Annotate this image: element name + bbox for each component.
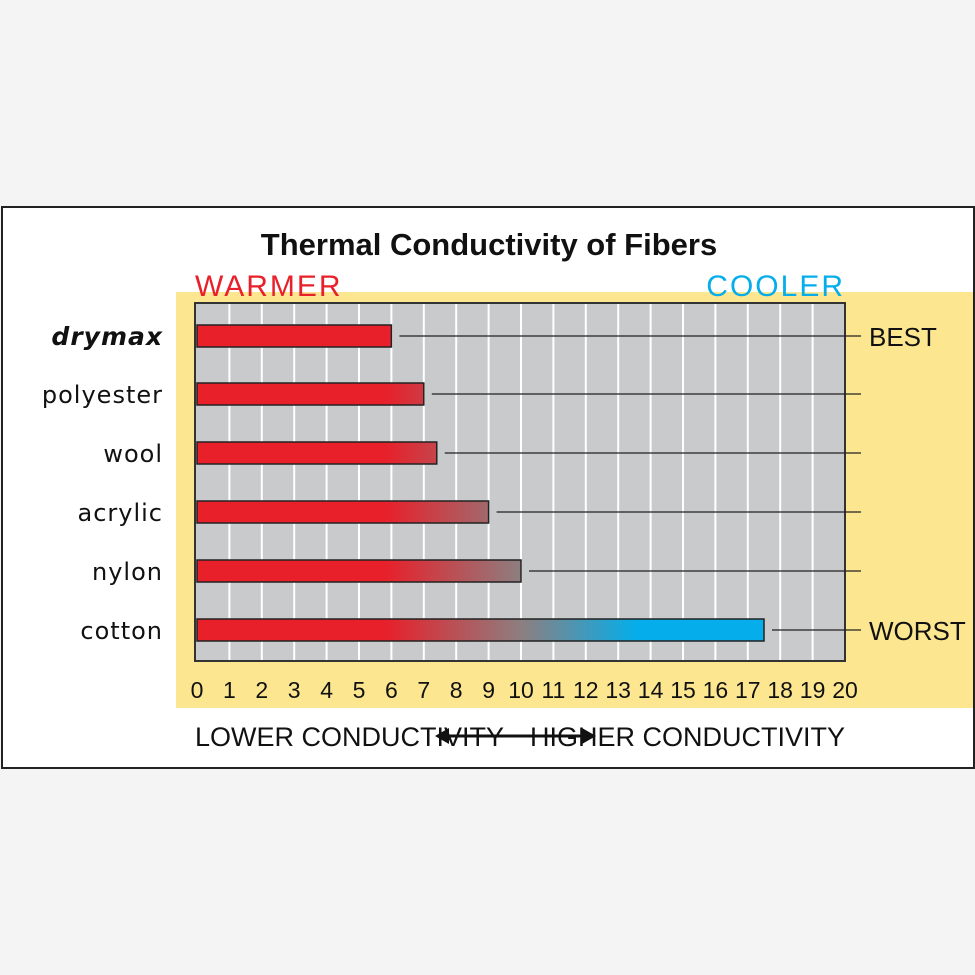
x-tick-label: 14 [638, 677, 664, 703]
x-tick-label: 13 [605, 677, 631, 703]
category-labels: drymax polyester wool acrylic nylon cotton [42, 322, 163, 645]
bars [196, 324, 765, 642]
leader-lines [399, 335, 861, 631]
x-tick-label: 11 [541, 677, 565, 703]
x-tick-label: 2 [255, 677, 268, 703]
grid-lines [228, 304, 814, 660]
x-tick-labels: 0 1 2 3 4 5 6 7 8 9 10 11 12 13 14 15 16 17 18 19 20 [191, 677, 858, 703]
x-tick-label: 0 [191, 677, 204, 703]
x-tick-label: 10 [508, 677, 534, 703]
warmer-label: WARMER [195, 270, 343, 303]
x-axis-label-higher: HIGHER CONDUCTIVITY [530, 722, 845, 752]
x-tick-label: 12 [573, 677, 599, 703]
bar-polyester [196, 382, 425, 406]
x-tick-label: 20 [832, 677, 858, 703]
bar-drymax [196, 324, 393, 348]
x-tick-label: 17 [735, 677, 761, 703]
x-tick-label: 8 [450, 677, 463, 703]
x-tick-label: 3 [288, 677, 301, 703]
category-label-wool: wool [103, 440, 163, 468]
bar-wool [196, 441, 438, 465]
chart-title: Thermal Conductivity of Fibers [261, 227, 717, 262]
x-tick-label: 15 [670, 677, 696, 703]
x-tick-label: 18 [767, 677, 793, 703]
bar-acrylic [196, 500, 490, 524]
bar-cotton [196, 618, 765, 642]
x-tick-label: 16 [703, 677, 729, 703]
x-tick-label: 4 [320, 677, 333, 703]
category-label-nylon: nylon [92, 558, 163, 586]
category-label-acrylic: acrylic [77, 499, 163, 527]
x-tick-label: 5 [353, 677, 366, 703]
x-tick-label: 6 [385, 677, 398, 703]
x-tick-label: 19 [800, 677, 826, 703]
rank-labels: BEST WORST [869, 322, 966, 646]
cooler-label: COOLER [706, 270, 845, 303]
rank-label-best: BEST [869, 322, 937, 352]
drymax-logo: drymax [51, 322, 163, 351]
x-tick-label: 1 [223, 677, 236, 703]
x-tick-label: 7 [417, 677, 430, 703]
double-arrow-icon [435, 728, 596, 744]
category-label-cotton: cotton [80, 617, 163, 645]
rank-label-worst: WORST [869, 616, 966, 646]
x-tick-label: 9 [482, 677, 495, 703]
bar-nylon [196, 559, 522, 583]
category-label-polyester: polyester [42, 381, 163, 409]
